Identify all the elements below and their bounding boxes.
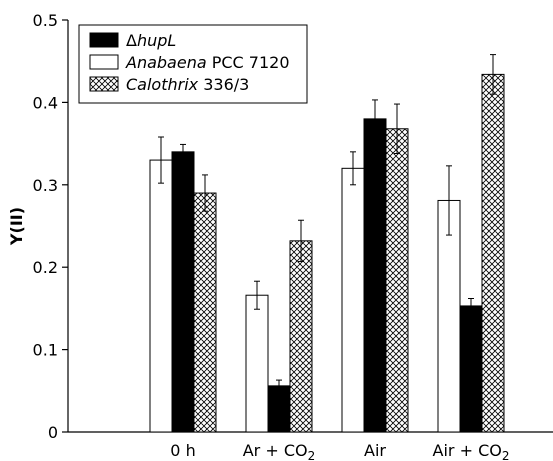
x-tick-label: Ar + CO2: [243, 441, 316, 461]
y-tick-label: 0.5: [33, 11, 58, 30]
x-tick-label: Air: [364, 441, 386, 460]
bar: [289, 240, 313, 433]
y-tick-label: 0.2: [33, 258, 58, 277]
legend-swatch: [89, 54, 119, 70]
bars: [149, 54, 505, 433]
y-tick-label: 0.4: [33, 93, 58, 112]
y-axis-title: Y(II): [7, 207, 26, 246]
bar: [267, 385, 291, 433]
bar: [385, 128, 409, 433]
legend-swatch: [89, 76, 119, 92]
legend-label: Anabaena PCC 7120: [125, 53, 290, 72]
legend-swatch: [89, 32, 119, 48]
legend-label: Calothrix 336/3: [126, 75, 249, 94]
bar: [459, 305, 483, 433]
y-axis: 0 0.1 0.2 0.3 0.4 0.5: [33, 11, 69, 442]
bar: [341, 167, 365, 433]
x-tick-label: 0 h: [170, 441, 195, 460]
bar: [193, 192, 217, 433]
legend: ΔhupL Anabaena PCC 7120 Calothrix 336/3: [78, 24, 308, 104]
bar: [171, 151, 195, 433]
y-tick-label: 0.1: [33, 341, 58, 360]
bar: [363, 118, 387, 433]
x-axis: 0 h Ar + CO2 Air Air + CO2: [68, 431, 553, 461]
y-tick-label: 0.3: [33, 176, 58, 195]
legend-label: ΔhupL: [126, 31, 176, 50]
bar: [481, 73, 505, 433]
bar: [245, 294, 269, 433]
x-tick-label: Air + CO2: [433, 441, 510, 461]
y-tick-label: 0: [48, 423, 58, 442]
bar: [149, 159, 173, 433]
